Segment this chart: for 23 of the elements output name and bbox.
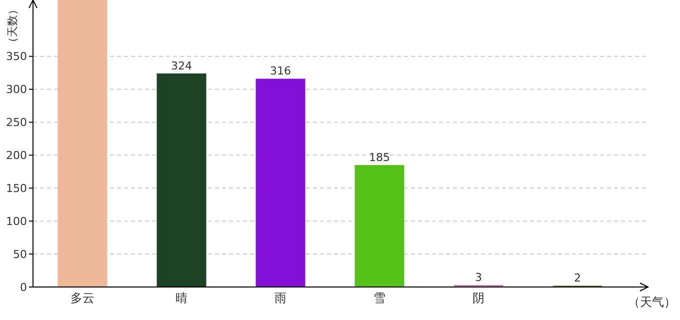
y-tick-label: 250 xyxy=(6,116,27,130)
data-label: 3 xyxy=(475,271,482,284)
data-label: 324 xyxy=(171,59,192,72)
x-tick-label: 晴 xyxy=(176,291,188,305)
y-tick-label: 0 xyxy=(20,280,27,294)
y-axis-title: （天数） xyxy=(6,4,19,48)
y-tick-label: 350 xyxy=(6,50,27,64)
y-tick-label: 100 xyxy=(6,214,27,228)
bar xyxy=(156,73,206,287)
bar xyxy=(354,165,404,287)
x-tick-label: 多云 xyxy=(70,291,94,305)
data-label: 185 xyxy=(369,151,390,164)
x-tick-label: 雪 xyxy=(374,291,386,305)
data-label: 2 xyxy=(574,272,581,285)
x-tick-label: 阴 xyxy=(472,291,484,305)
bar xyxy=(256,78,306,287)
x-axis-title: （天气） xyxy=(628,295,676,309)
data-label: 316 xyxy=(270,64,291,78)
y-tick-label: 50 xyxy=(13,248,27,261)
y-tick-label: 300 xyxy=(6,83,27,96)
y-tick-label: 200 xyxy=(6,149,27,162)
x-tick-label: 雨 xyxy=(274,291,286,305)
y-tick-label: 150 xyxy=(6,182,27,195)
